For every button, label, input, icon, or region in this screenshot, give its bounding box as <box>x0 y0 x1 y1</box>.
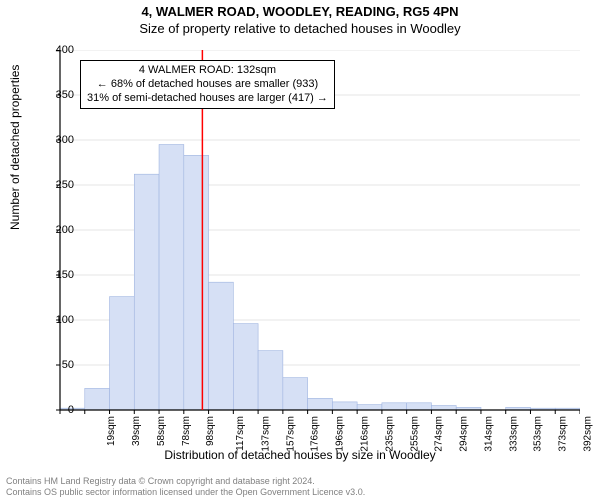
x-tick-label: 314sqm <box>483 416 494 452</box>
title-line-2: Size of property relative to detached ho… <box>0 19 600 36</box>
x-tick-label: 98sqm <box>205 416 216 446</box>
annotation-box: 4 WALMER ROAD: 132sqm← 68% of detached h… <box>80 60 335 109</box>
x-tick-label: 78sqm <box>181 416 192 446</box>
x-tick-label: 255sqm <box>409 416 420 452</box>
y-tick-label: 150 <box>56 269 74 281</box>
footer-line-1: Contains HM Land Registry data © Crown c… <box>6 476 365 487</box>
y-tick-label: 100 <box>56 314 74 326</box>
x-tick-label: 373sqm <box>558 416 569 452</box>
x-tick-label: 117sqm <box>235 416 246 451</box>
footer-credits: Contains HM Land Registry data © Crown c… <box>6 476 365 498</box>
x-tick-label: 235sqm <box>384 416 395 452</box>
x-tick-label: 216sqm <box>360 416 371 452</box>
footer-line-2: Contains OS public sector information li… <box>6 487 365 498</box>
x-tick-label: 176sqm <box>310 416 321 452</box>
y-tick-label: 200 <box>56 224 74 236</box>
x-tick-label: 157sqm <box>285 416 296 452</box>
x-tick-label: 392sqm <box>582 416 593 452</box>
chart-area: 4 WALMER ROAD: 132sqm← 68% of detached h… <box>60 50 580 410</box>
x-tick-label: 274sqm <box>434 416 445 452</box>
x-tick-label: 196sqm <box>335 416 346 452</box>
x-tick-label: 137sqm <box>261 416 272 452</box>
y-axis-label: Number of detached properties <box>8 65 22 230</box>
chart-container: 4, WALMER ROAD, WOODLEY, READING, RG5 4P… <box>0 0 600 500</box>
x-axis-label: Distribution of detached houses by size … <box>0 448 600 462</box>
annotation-line: 4 WALMER ROAD: 132sqm <box>87 64 328 78</box>
annotation-line: 31% of semi-detached houses are larger (… <box>87 92 328 106</box>
y-tick-label: 50 <box>62 359 74 371</box>
y-tick-label: 300 <box>56 134 74 146</box>
y-tick-label: 0 <box>68 404 74 416</box>
title-line-1: 4, WALMER ROAD, WOODLEY, READING, RG5 4P… <box>0 0 600 19</box>
x-tick-label: 353sqm <box>533 416 544 452</box>
y-tick-label: 350 <box>56 89 74 101</box>
x-tick-label: 58sqm <box>156 416 167 446</box>
x-tick-label: 333sqm <box>508 416 519 452</box>
y-tick-label: 400 <box>56 44 74 56</box>
x-tick-label: 39sqm <box>131 416 142 446</box>
annotation-line: ← 68% of detached houses are smaller (93… <box>87 78 328 92</box>
y-tick-label: 250 <box>56 179 74 191</box>
x-tick-label: 294sqm <box>459 416 470 452</box>
x-tick-label: 19sqm <box>106 416 117 446</box>
